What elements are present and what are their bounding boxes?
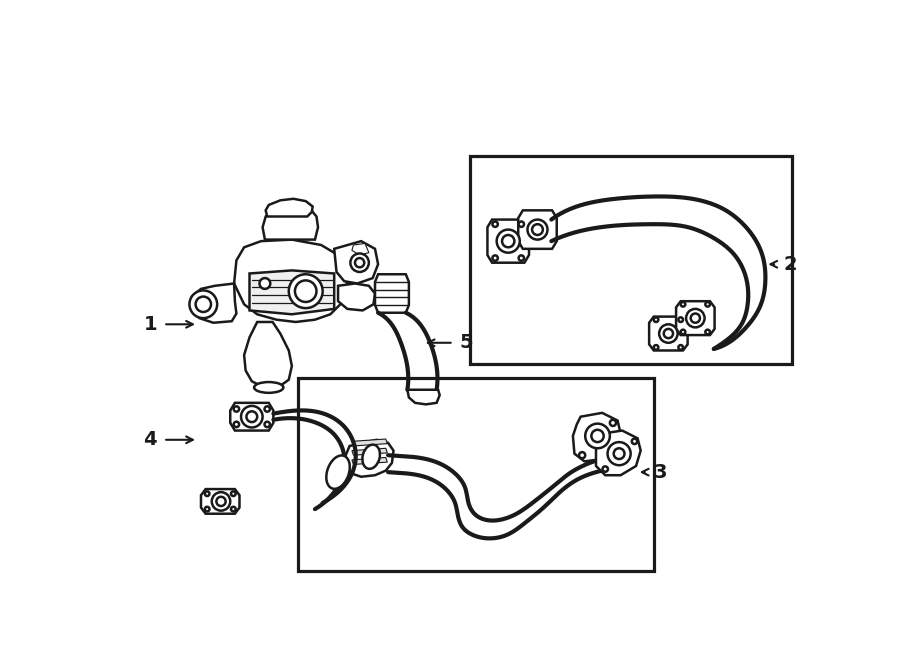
Polygon shape xyxy=(244,322,292,387)
Circle shape xyxy=(686,309,705,328)
Circle shape xyxy=(518,222,524,227)
Bar xyxy=(471,156,792,364)
Text: 5: 5 xyxy=(460,333,473,352)
Polygon shape xyxy=(266,199,312,216)
Circle shape xyxy=(497,230,520,253)
Circle shape xyxy=(216,496,226,506)
Circle shape xyxy=(265,406,270,412)
Polygon shape xyxy=(518,211,557,249)
Circle shape xyxy=(241,406,263,428)
Circle shape xyxy=(532,224,543,235)
Circle shape xyxy=(610,420,616,426)
Circle shape xyxy=(653,345,659,350)
Polygon shape xyxy=(234,240,347,322)
Polygon shape xyxy=(352,439,387,446)
Circle shape xyxy=(289,274,323,308)
Circle shape xyxy=(679,345,683,350)
Circle shape xyxy=(706,330,710,334)
Circle shape xyxy=(608,442,631,465)
Text: 4: 4 xyxy=(143,430,157,449)
Circle shape xyxy=(502,235,515,248)
Bar xyxy=(298,378,653,571)
Circle shape xyxy=(632,439,637,444)
Circle shape xyxy=(189,291,217,318)
Polygon shape xyxy=(375,274,409,312)
Polygon shape xyxy=(263,205,318,240)
Circle shape xyxy=(355,258,365,267)
Circle shape xyxy=(614,448,625,459)
Polygon shape xyxy=(352,448,387,455)
Circle shape xyxy=(212,492,230,510)
Circle shape xyxy=(690,314,700,323)
Polygon shape xyxy=(596,430,641,475)
Polygon shape xyxy=(346,440,393,477)
Polygon shape xyxy=(488,220,529,263)
Circle shape xyxy=(265,422,270,427)
Circle shape xyxy=(602,466,608,472)
Circle shape xyxy=(706,302,710,307)
Ellipse shape xyxy=(254,382,284,393)
Polygon shape xyxy=(338,283,375,310)
Circle shape xyxy=(231,491,236,496)
Circle shape xyxy=(680,302,685,307)
Circle shape xyxy=(247,411,257,422)
Circle shape xyxy=(527,220,547,240)
Circle shape xyxy=(195,297,211,312)
Polygon shape xyxy=(352,244,369,255)
Text: 2: 2 xyxy=(783,255,796,274)
Polygon shape xyxy=(192,283,237,323)
Polygon shape xyxy=(573,413,621,461)
Circle shape xyxy=(295,281,317,302)
Circle shape xyxy=(234,422,239,427)
Polygon shape xyxy=(249,270,334,314)
Polygon shape xyxy=(230,403,274,430)
Text: 3: 3 xyxy=(653,463,667,482)
Circle shape xyxy=(259,278,270,289)
Circle shape xyxy=(579,452,585,458)
Circle shape xyxy=(231,507,236,512)
Circle shape xyxy=(591,430,604,442)
Circle shape xyxy=(653,317,659,322)
Circle shape xyxy=(679,317,683,322)
Polygon shape xyxy=(676,301,715,335)
Ellipse shape xyxy=(327,455,350,489)
Circle shape xyxy=(492,222,498,227)
Ellipse shape xyxy=(363,445,380,469)
Circle shape xyxy=(205,491,210,496)
Circle shape xyxy=(659,324,678,343)
Circle shape xyxy=(664,329,673,338)
Circle shape xyxy=(492,256,498,261)
Polygon shape xyxy=(334,241,378,283)
Circle shape xyxy=(205,507,210,512)
Polygon shape xyxy=(201,489,239,514)
Polygon shape xyxy=(408,390,440,404)
Circle shape xyxy=(350,254,369,272)
Polygon shape xyxy=(649,316,688,350)
Circle shape xyxy=(585,424,610,448)
Circle shape xyxy=(234,406,239,412)
Circle shape xyxy=(518,256,524,261)
Polygon shape xyxy=(352,457,387,465)
Circle shape xyxy=(680,330,685,334)
Text: 1: 1 xyxy=(143,315,157,334)
